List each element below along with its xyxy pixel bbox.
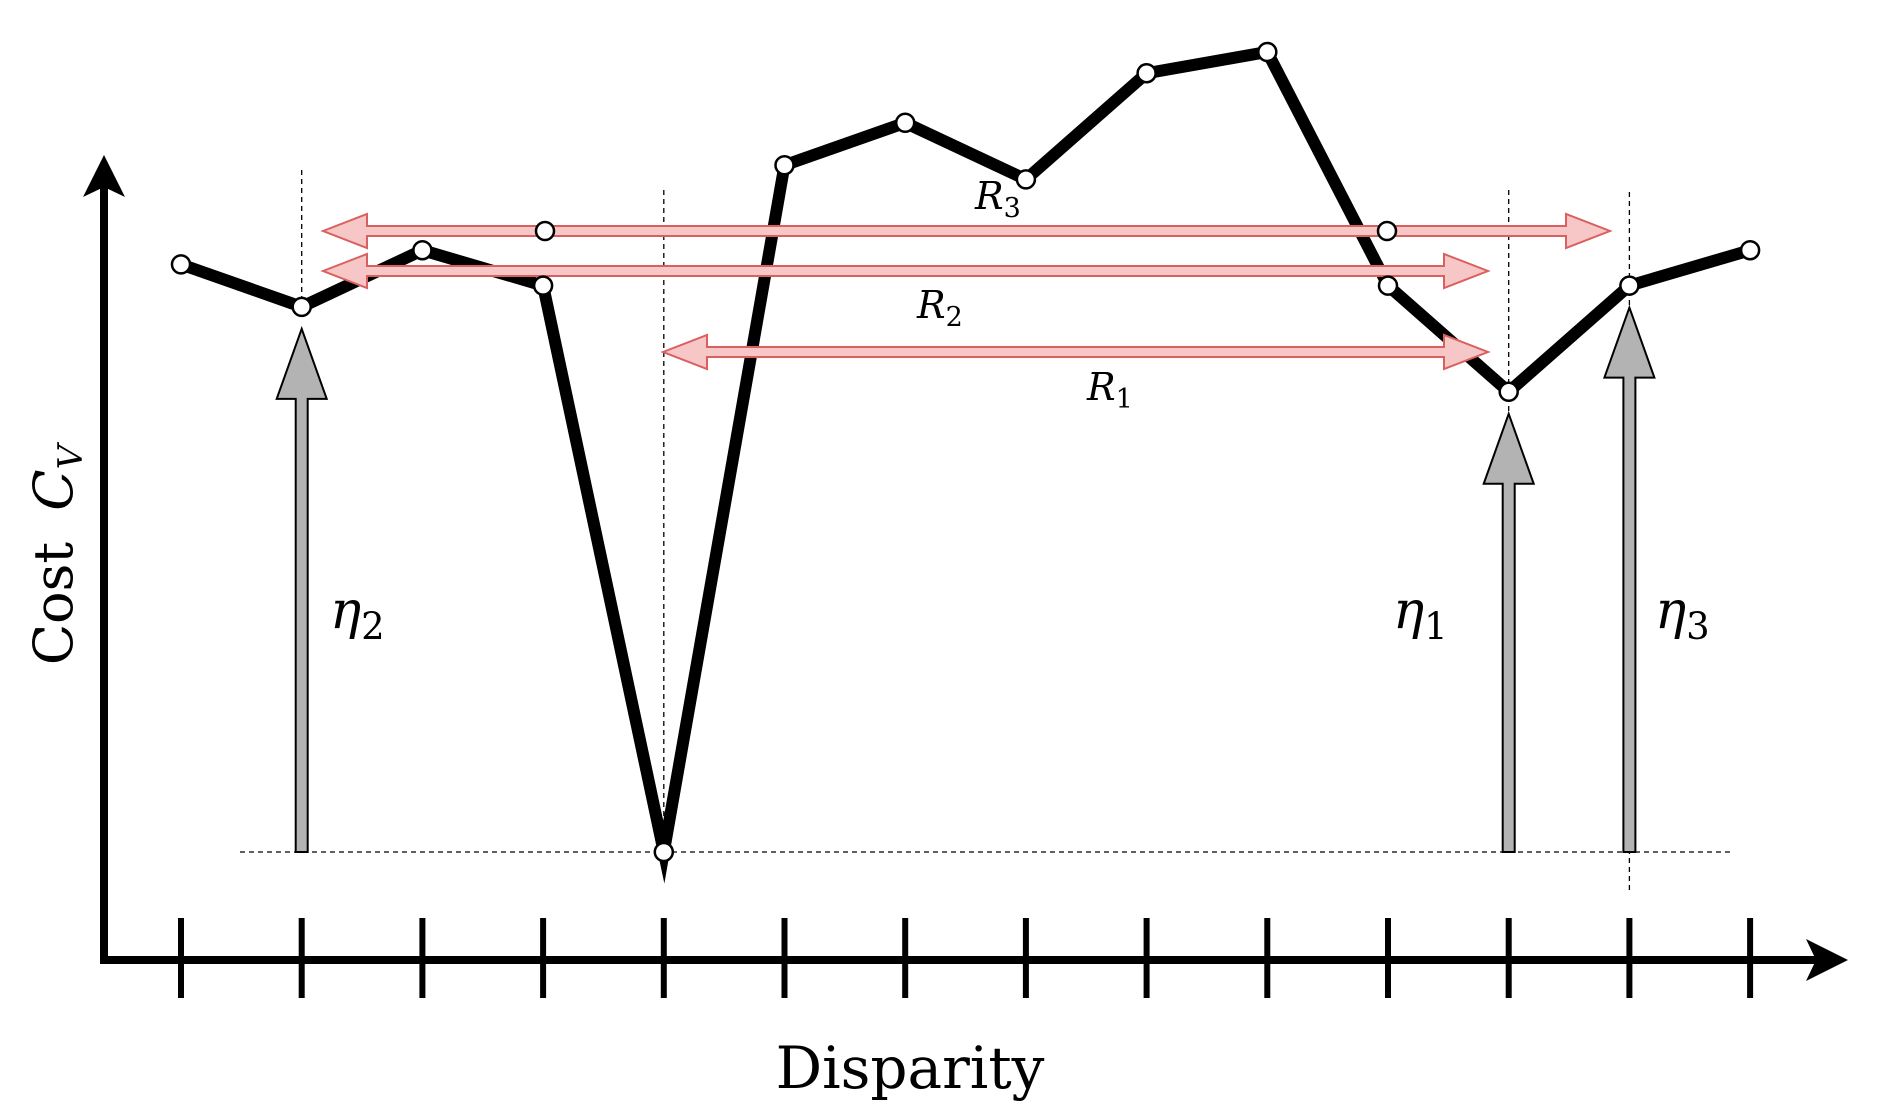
- y-axis-symbol: C: [22, 469, 85, 510]
- cost-curve: [179, 45, 1752, 884]
- R1-symbol: R: [1086, 365, 1116, 409]
- eta3-subscript: 3: [1686, 605, 1710, 648]
- eta2-arrow: [275, 325, 329, 853]
- eta1-subscript: 1: [1424, 605, 1448, 648]
- curve-point: [532, 275, 554, 296]
- curve-point: [1619, 275, 1640, 296]
- curve-point: [774, 154, 795, 176]
- y-axis-arrowhead: [83, 155, 125, 197]
- R1-subscript: 1: [1116, 384, 1133, 415]
- y-axis-label: Cost: [22, 542, 85, 666]
- intersection-point: [534, 220, 556, 242]
- R3-symbol: R: [974, 174, 1004, 218]
- eta2-subscript: 2: [361, 605, 385, 648]
- R2-subscript: 2: [946, 302, 963, 333]
- eta3-symbol: η: [1655, 581, 1686, 641]
- R3-label: R3: [974, 174, 1021, 224]
- intersection-point: [1376, 220, 1398, 242]
- range-arrows: [320, 212, 1613, 371]
- y-axis-title: Cost CV: [22, 441, 91, 665]
- curve-point: [1498, 381, 1519, 403]
- x-axis: [100, 939, 1848, 981]
- eta2-symbol: η: [330, 581, 361, 641]
- x-axis-ticks: [178, 918, 1754, 998]
- x-axis-label: Disparity: [776, 1034, 1045, 1102]
- y-axis: [83, 155, 125, 960]
- R2-label: R2: [916, 283, 963, 333]
- curve-point: [412, 239, 433, 261]
- curve-point: [894, 112, 916, 134]
- R3-range-arrow: [320, 212, 1613, 250]
- R3-subscript: 3: [1004, 193, 1021, 224]
- R1-label: R1: [1086, 365, 1133, 415]
- curve-point: [291, 296, 312, 318]
- eta2-label: η2: [330, 581, 385, 648]
- y-axis-symbol-sub: V: [51, 441, 91, 469]
- curve-point: [653, 841, 675, 863]
- curve-point: [1136, 62, 1157, 84]
- curve-point: [1257, 41, 1278, 63]
- curve-point: [170, 254, 192, 275]
- eta3-arrow: [1602, 304, 1656, 853]
- R1-range-arrow: [660, 333, 1491, 371]
- eta1-arrow: [1482, 410, 1536, 853]
- x-axis-arrowhead: [1806, 939, 1848, 981]
- eta1-label: η1: [1393, 581, 1448, 648]
- R2-range-arrow: [320, 252, 1491, 290]
- eta1-symbol: η: [1393, 581, 1424, 641]
- R2-symbol: R: [916, 283, 946, 327]
- curve-points: [170, 41, 1761, 863]
- cost-curve-line: [179, 45, 1752, 884]
- curve-point: [1377, 275, 1399, 296]
- curve-point: [1015, 169, 1037, 190]
- svg-text:Cost CV: Cost CV: [22, 441, 91, 665]
- eta-arrows: [275, 304, 1656, 853]
- curve-point: [1739, 239, 1761, 261]
- eta3-label: η3: [1655, 581, 1710, 648]
